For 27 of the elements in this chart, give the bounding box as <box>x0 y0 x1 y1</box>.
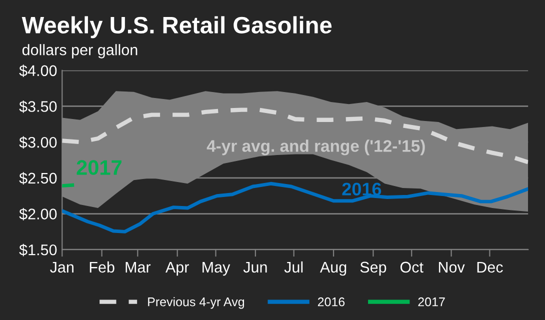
legend-label: 2016 <box>318 297 345 306</box>
y-tick-label: $3.50 <box>19 100 57 113</box>
x-tick-label: Nov <box>438 262 465 273</box>
y-tick-label: $2.50 <box>19 172 57 185</box>
annotation: 4-yr avg. and range ('12-'15) <box>206 140 425 156</box>
legend-label: 2017 <box>418 297 445 306</box>
x-tick-label: Dec <box>477 262 503 273</box>
text: 2016 <box>342 182 382 196</box>
text: 2017 <box>76 160 122 175</box>
chart-title: Weekly U.S. Retail Gasoline <box>22 16 332 38</box>
legend-label: Previous 4-yr Avg <box>148 297 244 309</box>
y-tick-label: $4.00 <box>19 64 57 77</box>
y-tick-label: $2.00 <box>19 208 57 220</box>
x-tick-label: Jan <box>50 262 74 273</box>
x-tick-label: Oct <box>400 262 424 273</box>
x-tick-label: Sep <box>360 262 386 276</box>
chart-subtitle: dollars per gallon <box>22 44 138 58</box>
x-tick-label: Jul <box>284 261 303 273</box>
x-tick-label: Aug <box>320 262 346 276</box>
x-tick-label: May <box>202 262 230 276</box>
x-tick-label: Mar <box>126 262 151 273</box>
y-tick-label: $1.50 <box>19 244 57 256</box>
x-tick-label: Apr <box>165 262 189 276</box>
x-tick-label: Feb <box>90 261 114 273</box>
y-tick-label: $3.00 <box>19 136 57 149</box>
x-tick-label: Jun <box>243 262 267 273</box>
line-series <box>62 182 528 234</box>
